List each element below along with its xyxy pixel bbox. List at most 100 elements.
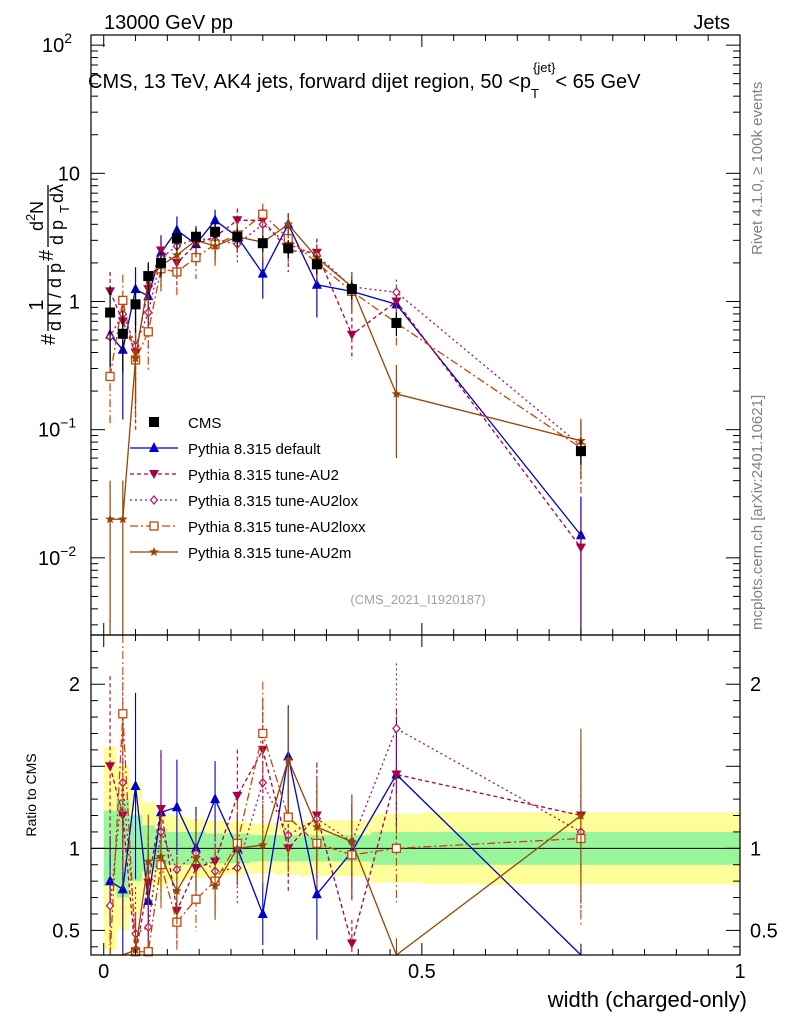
data-point xyxy=(283,243,294,254)
legend-entry-2-label: Pythia 8.315 tune-AU2 xyxy=(188,467,339,484)
ratio-y-tick-label: 0.5 xyxy=(52,920,80,942)
x-tick-label: 1 xyxy=(734,961,745,983)
series-3-ratio-point xyxy=(118,709,128,719)
series-4-ratio-point xyxy=(312,822,322,831)
series-0-ratio-point xyxy=(311,888,322,899)
mcplots-label: mcplots.cern.ch [arXiv:2401.10621] xyxy=(749,395,766,630)
series-3-ratio-point xyxy=(283,812,293,822)
series-3-point xyxy=(105,371,115,382)
y-tick-label: 10−1 xyxy=(38,415,76,442)
legend-entry-5-label: Pythia 8.315 tune-AU2m xyxy=(188,545,351,562)
ratio-y-tick-label-right: 0.5 xyxy=(750,920,778,942)
series-1-point xyxy=(575,543,586,553)
series-0-ratio-point xyxy=(130,779,141,790)
series-1-ratio-point xyxy=(105,762,116,772)
series-2-point xyxy=(392,287,401,298)
legend-entry-1-marker xyxy=(149,442,159,452)
header-right: Jets xyxy=(693,12,730,34)
chart-title: CMS, 13 TeV, AK4 jets, forward dijet reg… xyxy=(88,60,641,101)
data-point xyxy=(143,271,154,282)
svg-text:T: T xyxy=(57,205,72,213)
data-point xyxy=(155,257,166,268)
series-4-ratio-point xyxy=(258,840,268,850)
svg-text:1: 1 xyxy=(26,299,48,310)
series-4-ratio-point xyxy=(156,851,166,861)
ratio-frame xyxy=(90,634,741,956)
y-axis-label-main: # 1 d N / d p # d 2 N d p T dλ xyxy=(23,184,72,345)
series-4-point xyxy=(210,241,220,251)
y-tick-label: 1 xyxy=(69,291,80,313)
series-4-ratio-point xyxy=(347,836,357,846)
svg-text:#: # xyxy=(38,333,60,345)
x-axis-label: width (charged-only) xyxy=(547,987,747,1012)
series-4-ratio-point xyxy=(232,843,243,853)
data-point xyxy=(210,226,221,237)
svg-text:2: 2 xyxy=(23,214,38,221)
ratio-y-tick-label-right: 2 xyxy=(750,674,761,696)
title-sub: T xyxy=(531,86,539,101)
legend-entry-3-marker xyxy=(149,495,159,505)
series-2-ratio-point xyxy=(392,723,401,734)
series-3-point xyxy=(143,327,153,337)
series-1-point xyxy=(346,330,357,340)
y-tick-label: 102 xyxy=(42,30,72,57)
analysis-tag: (CMS_2021_I1920187) xyxy=(350,592,485,607)
legend-entry-0-label: CMS xyxy=(188,415,221,432)
legend-entry-2-marker xyxy=(149,470,159,479)
data-point xyxy=(391,317,402,328)
y-tick-label: 10 xyxy=(58,163,80,185)
legend-entry-0-marker xyxy=(149,417,159,427)
ratio-y-tick-label-right: 1 xyxy=(750,838,761,860)
legend-entry-1-label: Pythia 8.315 default xyxy=(188,441,321,458)
series-0-ratio-point xyxy=(171,801,182,812)
svg-text:d N / d p: d N / d p xyxy=(45,263,65,331)
series-1-ratio-point xyxy=(346,939,357,949)
series-0-point xyxy=(210,214,221,225)
legend: CMS Pythia 8.315 default Pythia 8.315 tune… xyxy=(130,415,366,562)
series-0-ratio-point xyxy=(210,793,221,804)
data-point xyxy=(171,233,182,244)
series-4-ratio-point xyxy=(143,856,153,866)
series-3-line xyxy=(109,213,582,449)
series-4-ratio-point xyxy=(210,881,220,891)
y-tick-label: 10−2 xyxy=(38,543,76,570)
series-4-point xyxy=(172,250,182,260)
series-4-point xyxy=(105,514,115,524)
title-suffix: < 65 GeV xyxy=(555,71,641,93)
data-point xyxy=(311,259,322,270)
series-0-point xyxy=(257,267,268,278)
series-3-ratio-point xyxy=(191,894,201,904)
header-left: 13000 GeV pp xyxy=(104,12,233,34)
data-point xyxy=(190,231,201,242)
data-point xyxy=(575,446,586,457)
series-3-ratio-point xyxy=(143,947,153,957)
series-1-ratio-point xyxy=(155,804,166,814)
series-2-line xyxy=(109,223,582,447)
series-3-point xyxy=(258,209,268,219)
series-4-point xyxy=(283,219,293,229)
rivet-label: Rivet 4.1.0, ≥ 100k events xyxy=(749,82,766,255)
series-3-ratio-point xyxy=(391,843,402,853)
data-point xyxy=(232,231,243,242)
svg-text:dλ: dλ xyxy=(47,184,67,203)
y-axis-label-ratio: Ratio to CMS xyxy=(23,753,39,836)
legend-entry-4-marker xyxy=(149,521,159,531)
ratio-y-tick-label: 2 xyxy=(69,674,80,696)
legend-entry-3-label: Pythia 8.315 tune-AU2lox xyxy=(188,493,359,510)
series-4-ratio-point xyxy=(283,754,293,764)
series-4-ratio-point xyxy=(576,810,586,820)
ratio-y-tick-label: 1 xyxy=(69,838,80,860)
title-prefix: CMS, 13 TeV, AK4 jets, forward dijet reg… xyxy=(88,71,531,93)
series-0-point xyxy=(575,529,586,540)
ratio-panel-series xyxy=(105,635,586,957)
data-point xyxy=(257,238,268,249)
data-point xyxy=(117,328,128,339)
main-panel-series xyxy=(105,203,586,635)
data-point xyxy=(130,299,141,310)
series-4-ratio-point xyxy=(191,853,201,863)
series-1-ratio-line xyxy=(109,748,582,956)
series-3-ratio-point xyxy=(258,728,268,739)
svg-text:#: # xyxy=(36,249,58,261)
